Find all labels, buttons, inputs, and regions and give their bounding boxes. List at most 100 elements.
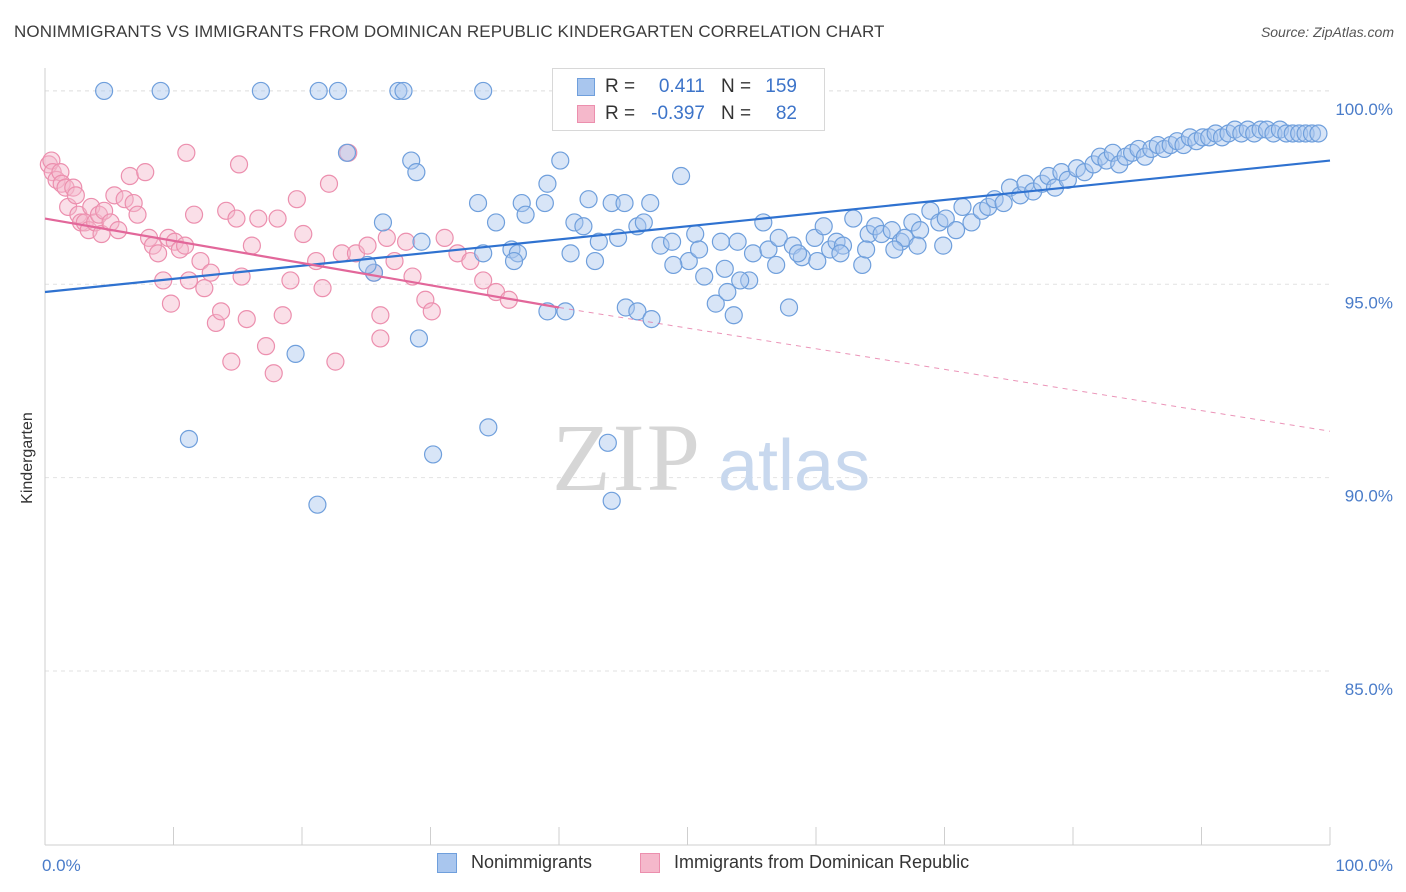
point-nonimmigrants [585, 251, 605, 271]
point-dominican [242, 236, 261, 255]
legend-n-value: 159 [765, 76, 797, 97]
point-nonimmigrants [479, 418, 498, 437]
point-nonimmigrants [409, 329, 429, 348]
point-dominican [184, 205, 204, 224]
point-nonimmigrants [718, 282, 737, 302]
legend-r-label: R = [605, 103, 636, 124]
source-label: Source: ZipAtlas.com [1260, 24, 1394, 40]
point-nonimmigrants [574, 217, 593, 236]
point-nonimmigrants [853, 255, 872, 275]
point-nonimmigrants [728, 232, 747, 251]
point-nonimmigrants [389, 81, 408, 101]
point-nonimmigrants [1277, 124, 1296, 143]
point-dominican [115, 190, 134, 209]
legend-row-nonimmigrants: R = 0.411 N = 159 [553, 73, 797, 101]
point-nonimmigrants [779, 298, 799, 317]
trend-line-nonimmigrants [44, 159, 1331, 294]
point-nonimmigrants [373, 213, 393, 232]
axes [44, 68, 1331, 846]
point-nonimmigrants [598, 433, 617, 452]
point-nonimmigrants [407, 163, 426, 182]
point-nonimmigrants [885, 240, 904, 259]
point-dominican [358, 236, 377, 255]
watermark-zip: ZIP [552, 404, 702, 511]
point-nonimmigrants [628, 302, 647, 321]
point-dominican [229, 155, 249, 174]
point-nonimmigrants [767, 255, 786, 275]
correlation-legend: R = 0.411 N = 159 R = -0.397 N = 82 [552, 68, 825, 131]
point-nonimmigrants [486, 213, 506, 232]
point-dominican [211, 302, 231, 321]
point-nonimmigrants [994, 193, 1013, 213]
legend-r-label: R = [605, 76, 636, 97]
watermark: ZIP atlas [552, 404, 870, 511]
point-nonimmigrants [616, 298, 635, 317]
point-nonimmigrants [551, 151, 570, 170]
y-tick-label: 85.0% [1345, 680, 1393, 699]
point-dominican [95, 201, 114, 220]
x-tick-label: 0.0% [42, 856, 81, 875]
point-nonimmigrants [936, 209, 955, 228]
point-nonimmigrants [651, 236, 670, 255]
legend-n-label: N = [721, 103, 752, 124]
point-dominican [371, 329, 390, 348]
point-nonimmigrants [535, 193, 554, 213]
point-dominican [313, 279, 332, 298]
point-nonimmigrants [1296, 124, 1315, 143]
point-nonimmigrants [962, 213, 981, 232]
point-dominican [201, 263, 220, 282]
point-nonimmigrants [251, 81, 270, 101]
point-dominican [396, 232, 416, 251]
point-dominican [422, 302, 441, 321]
legend-swatch-pink [577, 105, 595, 123]
point-nonimmigrants [468, 193, 488, 213]
point-dominican [256, 337, 276, 356]
series-legend: Nonimmigrants Immigrants from Dominican … [0, 852, 1406, 878]
point-nonimmigrants [474, 244, 493, 263]
trend-lines [44, 159, 1331, 432]
point-dominican [195, 279, 214, 298]
point-nonimmigrants [328, 81, 348, 101]
point-nonimmigrants [179, 429, 199, 449]
point-nonimmigrants [516, 205, 535, 224]
point-nonimmigrants [412, 232, 431, 251]
point-dominican [124, 193, 143, 213]
point-nonimmigrants [1283, 124, 1302, 143]
point-nonimmigrants [695, 267, 714, 286]
point-nonimmigrants [711, 232, 731, 251]
point-dominican [281, 271, 300, 290]
point-nonimmigrants [769, 228, 788, 247]
point-nonimmigrants [634, 213, 653, 232]
point-dominican [287, 190, 306, 209]
point-nonimmigrants [872, 224, 891, 244]
point-nonimmigrants [565, 213, 584, 232]
point-dominican [222, 352, 241, 371]
point-dominican [161, 294, 181, 313]
point-nonimmigrants [1290, 124, 1309, 143]
tick-labels: 85.0% 90.0% 95.0% 100.0% 0.0% 100.0% [42, 100, 1393, 875]
legend-r-value: -0.397 [651, 103, 705, 124]
watermark-atlas: atlas [718, 426, 870, 506]
point-nonimmigrants [579, 190, 598, 209]
point-dominican [474, 271, 493, 290]
legend-n-label: N = [721, 76, 752, 97]
trend-extension-dominican [558, 306, 1331, 432]
legend-swatch-pink [640, 852, 660, 873]
point-dominican [105, 186, 124, 205]
point-nonimmigrants [759, 240, 778, 259]
point-dominican [179, 271, 199, 290]
trend-line-dominican [44, 217, 560, 309]
point-dominican [191, 251, 210, 271]
point-nonimmigrants [808, 251, 827, 271]
legend-label-nonimmigrants: Nonimmigrants [471, 852, 593, 872]
point-nonimmigrants [814, 217, 833, 236]
point-dominican [120, 166, 139, 186]
point-nonimmigrants [934, 236, 953, 255]
point-nonimmigrants [308, 495, 327, 514]
point-nonimmigrants [151, 81, 170, 101]
point-dominican [175, 236, 195, 255]
point-nonimmigrants [286, 344, 305, 363]
point-dominican [227, 209, 246, 228]
y-tick-label: 100.0% [1335, 100, 1393, 119]
point-nonimmigrants [731, 271, 750, 290]
